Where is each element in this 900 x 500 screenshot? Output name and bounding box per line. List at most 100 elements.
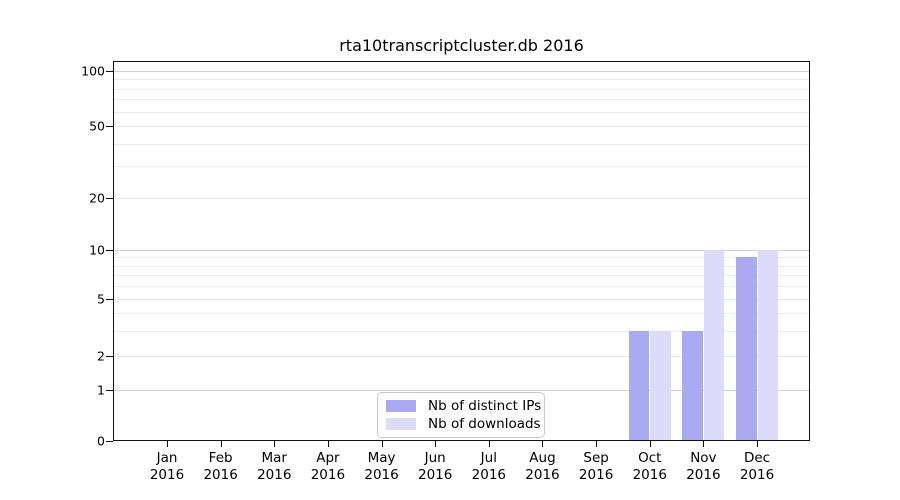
x-tick-year: 2016: [418, 467, 453, 483]
y-gridline: [114, 198, 809, 199]
y-tick-mark: [106, 441, 113, 442]
x-tick-label: Sep 2016: [564, 450, 628, 484]
bar-downloads: [650, 330, 671, 441]
y-gridline-minor: [114, 79, 809, 81]
x-tick-month: Nov: [690, 450, 717, 466]
x-tick-year: 2016: [525, 467, 560, 483]
legend: Nb of distinct IPs Nb of downloads: [377, 392, 545, 438]
y-gridline-minor: [114, 143, 809, 145]
x-tick-year: 2016: [203, 467, 238, 483]
x-tick-label: Oct 2016: [618, 450, 682, 484]
x-tick-mark: [435, 441, 437, 447]
axis-spine-left: [113, 61, 114, 441]
x-tick-mark: [327, 441, 329, 447]
x-tick-mark: [596, 441, 598, 447]
x-tick-month: Dec: [743, 450, 771, 466]
x-tick-month: May: [367, 450, 396, 466]
x-tick-month: Sep: [583, 450, 609, 466]
y-gridline-minor: [114, 111, 809, 113]
axis-spine-top: [113, 61, 810, 62]
x-tick-month: Apr: [316, 450, 340, 466]
x-tick-month: Aug: [529, 450, 556, 466]
bar-distinct-ips: [736, 257, 757, 441]
y-tick-mark: [106, 299, 113, 300]
y-gridline: [114, 390, 809, 391]
y-tick-mark: [106, 198, 113, 199]
x-tick-year: 2016: [471, 467, 506, 483]
legend-swatch-downloads: [386, 418, 416, 430]
x-tick-month: Jul: [480, 450, 497, 466]
x-tick-mark: [381, 441, 383, 447]
y-gridline-minor: [114, 275, 809, 277]
x-tick-mark: [703, 441, 705, 447]
y-gridline: [114, 299, 809, 300]
x-tick-month: Mar: [261, 450, 287, 466]
y-gridline-minor: [114, 88, 809, 90]
x-tick-mark: [167, 441, 168, 447]
x-tick-mark: [542, 441, 544, 447]
y-gridline-minor: [114, 312, 809, 314]
legend-swatch-distinct-ips: [386, 400, 416, 412]
x-tick-year: 2016: [149, 467, 185, 483]
legend-item-downloads: Nb of downloads: [386, 417, 541, 431]
y-tick-mark: [106, 71, 113, 72]
plot-area: [113, 61, 810, 441]
bar-distinct-ips: [628, 330, 650, 441]
y-tick-label: 0: [97, 433, 105, 449]
y-gridline: [114, 356, 809, 357]
x-tick-year: 2016: [257, 467, 292, 483]
y-tick-label: 10: [89, 242, 105, 258]
x-tick-label: Dec 2016: [725, 450, 789, 484]
bar-downloads: [757, 250, 779, 441]
x-tick-month: Feb: [208, 450, 233, 466]
y-gridline: [114, 71, 809, 72]
bar-distinct-ips: [682, 330, 703, 441]
x-tick-mark: [757, 441, 759, 447]
y-tick-label: 2: [97, 348, 105, 364]
legend-label-distinct-ips: Nb of distinct IPs: [428, 398, 542, 414]
x-tick-mark: [274, 441, 276, 447]
y-gridline: [114, 126, 809, 127]
legend-item-distinct-ips: Nb of distinct IPs: [386, 399, 541, 413]
axis-spine-right: [809, 61, 810, 441]
y-gridline-minor: [114, 99, 809, 101]
x-tick-label: Apr 2016: [296, 450, 360, 484]
x-tick-mark: [220, 441, 222, 447]
y-tick-label: 50: [89, 118, 105, 134]
y-tick-label: 100: [81, 63, 105, 79]
x-tick-mark: [649, 441, 651, 447]
y-tick-label: 20: [89, 190, 105, 206]
x-tick-label: Jan 2016: [135, 450, 199, 484]
y-gridline-minor: [114, 166, 809, 168]
x-tick-label: Jul 2016: [457, 450, 521, 484]
y-gridline-minor: [114, 265, 809, 267]
y-tick-mark: [106, 250, 113, 251]
x-tick-year: 2016: [364, 467, 399, 483]
y-gridline: [114, 250, 809, 251]
x-tick-month: Jan: [156, 450, 178, 466]
x-tick-label: Nov 2016: [671, 450, 735, 484]
x-tick-month: Oct: [638, 450, 662, 466]
y-tick-mark: [106, 390, 113, 391]
y-gridline-minor: [114, 286, 809, 288]
x-tick-label: Mar 2016: [242, 450, 306, 484]
x-tick-label: Jun 2016: [403, 450, 467, 484]
x-tick-label: May 2016: [350, 450, 414, 484]
x-tick-year: 2016: [632, 467, 667, 483]
y-tick-mark: [106, 356, 113, 357]
y-gridline-minor: [114, 330, 809, 332]
chart-title: rta10transcriptcluster.db 2016: [339, 36, 584, 55]
axis-spine-bottom: [113, 440, 810, 441]
x-tick-year: 2016: [686, 467, 721, 483]
bar-downloads: [703, 250, 725, 441]
x-tick-month: Jun: [424, 450, 446, 466]
y-tick-label: 1: [97, 382, 105, 398]
x-tick-label: Feb 2016: [189, 450, 253, 484]
legend-label-downloads: Nb of downloads: [428, 416, 541, 432]
y-tick-label: 5: [97, 291, 105, 307]
x-tick-year: 2016: [310, 467, 346, 483]
x-tick-year: 2016: [578, 467, 614, 483]
y-tick-mark: [106, 126, 113, 127]
x-tick-mark: [488, 441, 490, 447]
